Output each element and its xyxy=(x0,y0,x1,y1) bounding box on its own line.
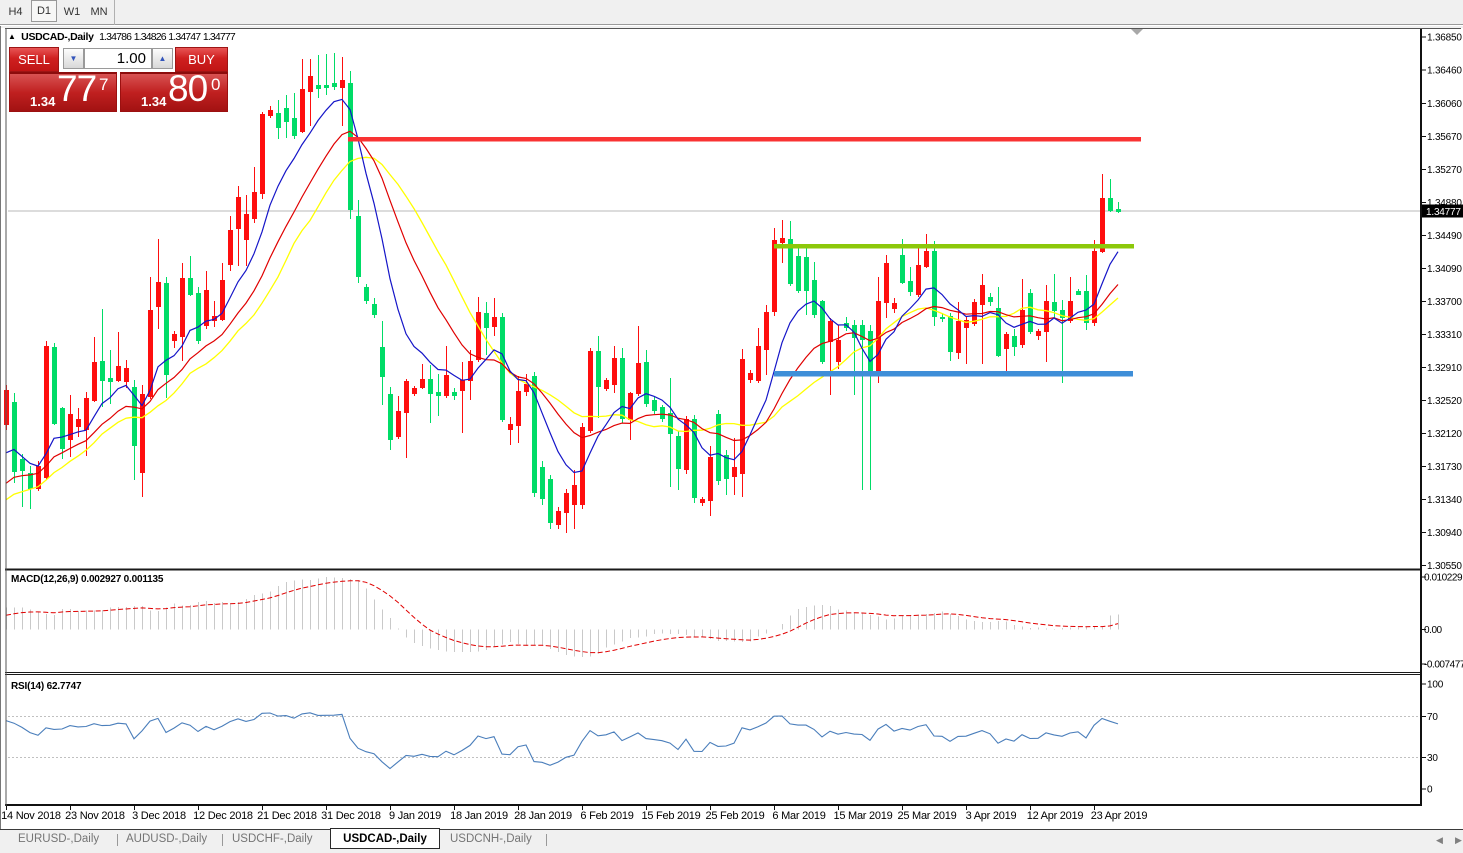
svg-text:70: 70 xyxy=(1427,712,1438,723)
svg-text:-0.007477: -0.007477 xyxy=(1424,660,1463,671)
svg-text:0.00: 0.00 xyxy=(1424,625,1443,636)
svg-text:23 Nov 2018: 23 Nov 2018 xyxy=(65,810,125,822)
svg-text:21 Dec 2018: 21 Dec 2018 xyxy=(257,810,317,822)
svg-text:1.32910: 1.32910 xyxy=(1427,363,1462,374)
svg-text:12 Apr 2019: 12 Apr 2019 xyxy=(1027,810,1084,822)
svg-text:28 Jan 2019: 28 Jan 2019 xyxy=(514,810,572,822)
svg-text:1.33700: 1.33700 xyxy=(1427,297,1462,308)
svg-text:1.34777: 1.34777 xyxy=(1426,207,1461,218)
svg-text:9 Jan 2019: 9 Jan 2019 xyxy=(389,810,441,822)
svg-text:1.34490: 1.34490 xyxy=(1427,231,1462,242)
svg-text:1.35270: 1.35270 xyxy=(1427,165,1462,176)
svg-text:0.010229: 0.010229 xyxy=(1424,573,1463,584)
svg-text:1.32120: 1.32120 xyxy=(1427,429,1462,440)
svg-text:14 Nov 2018: 14 Nov 2018 xyxy=(1,810,61,822)
svg-text:6 Mar 2019: 6 Mar 2019 xyxy=(772,810,825,822)
svg-text:25 Feb 2019: 25 Feb 2019 xyxy=(705,810,764,822)
svg-text:15 Feb 2019: 15 Feb 2019 xyxy=(641,810,700,822)
svg-text:1.31730: 1.31730 xyxy=(1427,462,1462,473)
svg-text:25 Mar 2019: 25 Mar 2019 xyxy=(897,810,956,822)
svg-text:1.36850: 1.36850 xyxy=(1427,33,1462,44)
svg-text:MACD(12,26,9) 0.002927 0.00113: MACD(12,26,9) 0.002927 0.001135 xyxy=(11,574,164,585)
svg-text:100: 100 xyxy=(1427,680,1444,691)
svg-text:1.33310: 1.33310 xyxy=(1427,330,1462,341)
svg-text:1.34880: 1.34880 xyxy=(1427,198,1462,209)
svg-text:12 Dec 2018: 12 Dec 2018 xyxy=(193,810,253,822)
svg-text:31 Dec 2018: 31 Dec 2018 xyxy=(321,810,381,822)
svg-text:30: 30 xyxy=(1427,753,1438,764)
svg-text:3 Dec 2018: 3 Dec 2018 xyxy=(132,810,186,822)
svg-text:23 Apr 2019: 23 Apr 2019 xyxy=(1091,810,1148,822)
svg-text:1.36460: 1.36460 xyxy=(1427,66,1462,77)
svg-text:0: 0 xyxy=(1427,785,1433,796)
svg-text:18 Jan 2019: 18 Jan 2019 xyxy=(450,810,508,822)
svg-text:15 Mar 2019: 15 Mar 2019 xyxy=(833,810,892,822)
svg-text:3 Apr 2019: 3 Apr 2019 xyxy=(966,810,1017,822)
svg-text:1.32520: 1.32520 xyxy=(1427,396,1462,407)
svg-text:RSI(14) 62.7747: RSI(14) 62.7747 xyxy=(11,681,82,692)
svg-text:1.35670: 1.35670 xyxy=(1427,132,1462,143)
svg-text:1.30550: 1.30550 xyxy=(1427,561,1462,572)
svg-text:1.30940: 1.30940 xyxy=(1427,528,1462,539)
svg-text:1.31340: 1.31340 xyxy=(1427,495,1462,506)
svg-text:6 Feb 2019: 6 Feb 2019 xyxy=(580,810,633,822)
svg-text:1.36060: 1.36060 xyxy=(1427,99,1462,110)
svg-text:1.34090: 1.34090 xyxy=(1427,264,1462,275)
